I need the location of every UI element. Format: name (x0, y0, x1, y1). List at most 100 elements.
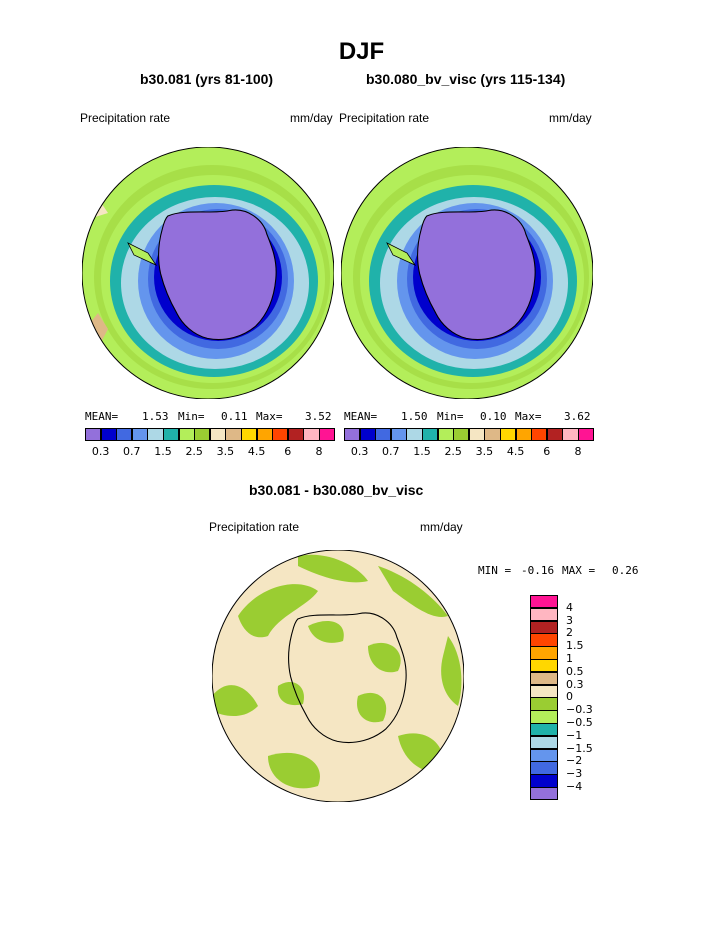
panel-1-mean-label: MEAN= (85, 410, 119, 423)
panel-2-colorbar-tick-label: 0.3 (350, 445, 369, 458)
panel-1-colorbar-tick-label: 8 (315, 445, 323, 458)
panel-1-min-label: Min= (178, 410, 205, 423)
panel-2-mean-label: MEAN= (344, 410, 378, 423)
panel-1-colorbar-color-box (319, 428, 336, 441)
panel-1-colorbar-tick-label: 1.5 (154, 445, 172, 458)
panel-3-variable-label: Precipitation rate (209, 520, 300, 534)
panel-1-max-value: 3.52 (305, 410, 332, 423)
panel-2-colorbar-tick-label: 2.5 (444, 445, 462, 458)
panel-2-colorbar-color-box (422, 428, 439, 441)
panel-3-map (212, 550, 464, 802)
panel-3-colorbar-tick-label: −1 (566, 728, 583, 742)
panel-1-colorbar-color-box (272, 428, 289, 441)
panel-3-colorbar-color-box (530, 710, 558, 724)
panel-2-colorbar-color-box (359, 428, 376, 441)
panel-3-colorbar-tick-label: −0.5 (566, 716, 593, 729)
panel-3-colorbar-tick-label: 3 (566, 613, 573, 627)
panel-2-max-value: 3.62 (564, 410, 591, 423)
panel-3-min-value: -0.16 (521, 564, 555, 577)
panel-2-colorbar-tick-label: 1.5 (413, 445, 431, 458)
panel-3-colorbar-color-box (530, 787, 558, 801)
page-title: DJF (338, 38, 385, 65)
panel-1-colorbar-tick-label: 4.5 (247, 445, 266, 458)
panel-3-max-value: 0.26 (612, 564, 639, 577)
panel-1-colorbar-tick-label: 0.7 (123, 445, 141, 458)
panel-1-colorbar-tick-label: 3.5 (216, 445, 235, 458)
panel-1-colorbar-color-box (287, 428, 304, 441)
panel-1-variable-label: Precipitation rate (80, 111, 171, 125)
panel-1-min-value: 0.11 (221, 410, 248, 423)
panel-2-colorbar-tick-label: 8 (574, 445, 582, 458)
panel-3-colorbar-tick-label: 0.5 (566, 664, 584, 678)
panel-1-colorbar-color-box (147, 428, 164, 441)
panel-1-title: b30.081 (yrs 81-100) (140, 71, 274, 87)
panel-3-colorbar-color-box (530, 620, 558, 634)
panel-3-colorbar-color-box (530, 735, 558, 750)
panel-2-colorbar-color-box (453, 428, 470, 441)
panel-2-mean-value: 1.50 (401, 410, 428, 423)
panel-3-colorbar-color-box (530, 697, 558, 711)
panel-2-max-label: Max= (515, 410, 542, 423)
panel-3-max-label: MAX = (562, 564, 596, 577)
panel-1-colorbar-color-box (178, 428, 195, 441)
panel-3-colorbar-color-box (530, 607, 558, 622)
panel-3-colorbar-color-box (530, 748, 558, 762)
panel-2-colorbar-tick-label: 6 (543, 445, 551, 458)
panel-2-colorbar-color-box (375, 428, 392, 441)
panel-3-min-label: MIN = (478, 564, 512, 577)
panel-1-max-label: Max= (256, 410, 283, 423)
panel-3-colorbar-color-box (530, 761, 558, 775)
panel-2-colorbar-color-box (468, 428, 485, 441)
panel-3-units-label: mm/day (420, 520, 463, 534)
panel-1-colorbar-color-box (194, 428, 211, 441)
panel-1-map (82, 147, 334, 399)
panel-2-colorbar-color-box (515, 428, 532, 441)
panel-2-colorbar-color-box (390, 428, 407, 441)
panel-2-colorbar-color-box (484, 428, 501, 441)
panel-3-colorbar-tick-label: 0 (566, 690, 573, 704)
panel-2-colorbar-tick-label: 3.5 (475, 445, 494, 458)
panel-3-colorbar-tick-label: 1 (566, 652, 573, 665)
panel-1-colorbar-color-box (241, 428, 258, 441)
panel-2-min-label: Min= (437, 410, 464, 423)
panel-1-colorbar-tick-label: 0.3 (91, 445, 110, 458)
panel-3-colorbar-color-box (530, 595, 558, 609)
panel-1-colorbar-color-box (163, 428, 180, 441)
panel-3-colorbar-tick-label: 0.3 (566, 677, 584, 691)
panel-1-colorbar-color-box (225, 428, 242, 441)
panel-3-colorbar-color-box (530, 774, 558, 788)
panel-1-colorbar-color-box (209, 428, 226, 441)
panel-3-colorbar-color-box (530, 646, 558, 660)
panel-2-colorbar-color-box (546, 428, 563, 441)
panel-2-colorbar-color-box (344, 428, 361, 441)
panel-1-colorbar-color-box (116, 428, 133, 441)
panel-1-colorbar-color-box (85, 428, 102, 441)
panel-2-units-label: mm/day (549, 111, 592, 125)
panel-3-colorbar-tick-label: −3 (566, 767, 583, 781)
panel-3-colorbar-tick-label: −4 (566, 780, 583, 793)
panel-3-colorbar-tick-label: −0.3 (566, 703, 593, 717)
panel-1-colorbar-color-box (100, 428, 117, 441)
panel-2-min-value: 0.10 (480, 410, 507, 423)
panel-1-colorbar-color-box (303, 428, 320, 441)
panel-2-variable-label: Precipitation rate (339, 111, 430, 125)
panel-1-colorbar-color-box (256, 428, 273, 441)
panel-2-map (341, 147, 593, 399)
panel-1-colorbar-tick-label: 2.5 (185, 445, 203, 458)
panel-3-colorbar-color-box (530, 659, 558, 673)
panel-2-colorbar-color-box (406, 428, 423, 441)
panel-3-colorbar-color-box (530, 633, 558, 647)
panel-2-colorbar-tick-label: 0.7 (382, 445, 400, 458)
panel-3-colorbar-tick-label: 1.5 (566, 639, 584, 653)
panel-3-title: b30.081 - b30.080_bv_visc (249, 482, 424, 498)
panel-1-colorbar-tick-label: 6 (284, 445, 292, 458)
panel-2-colorbar-color-box (531, 428, 548, 441)
panel-3-colorbar-color-box (530, 671, 558, 686)
panel-3-colorbar-tick-label: −1.5 (566, 741, 593, 755)
panel-3-colorbar-color-box (530, 723, 558, 737)
panel-3-colorbar-tick-label: 4 (566, 600, 573, 614)
panel-1-mean-value: 1.53 (142, 410, 169, 423)
panel-3-colorbar-tick-label: −2 (566, 754, 583, 768)
panel-3-colorbar-tick-label: 2 (566, 626, 573, 640)
panel-2-colorbar-color-box (437, 428, 454, 441)
